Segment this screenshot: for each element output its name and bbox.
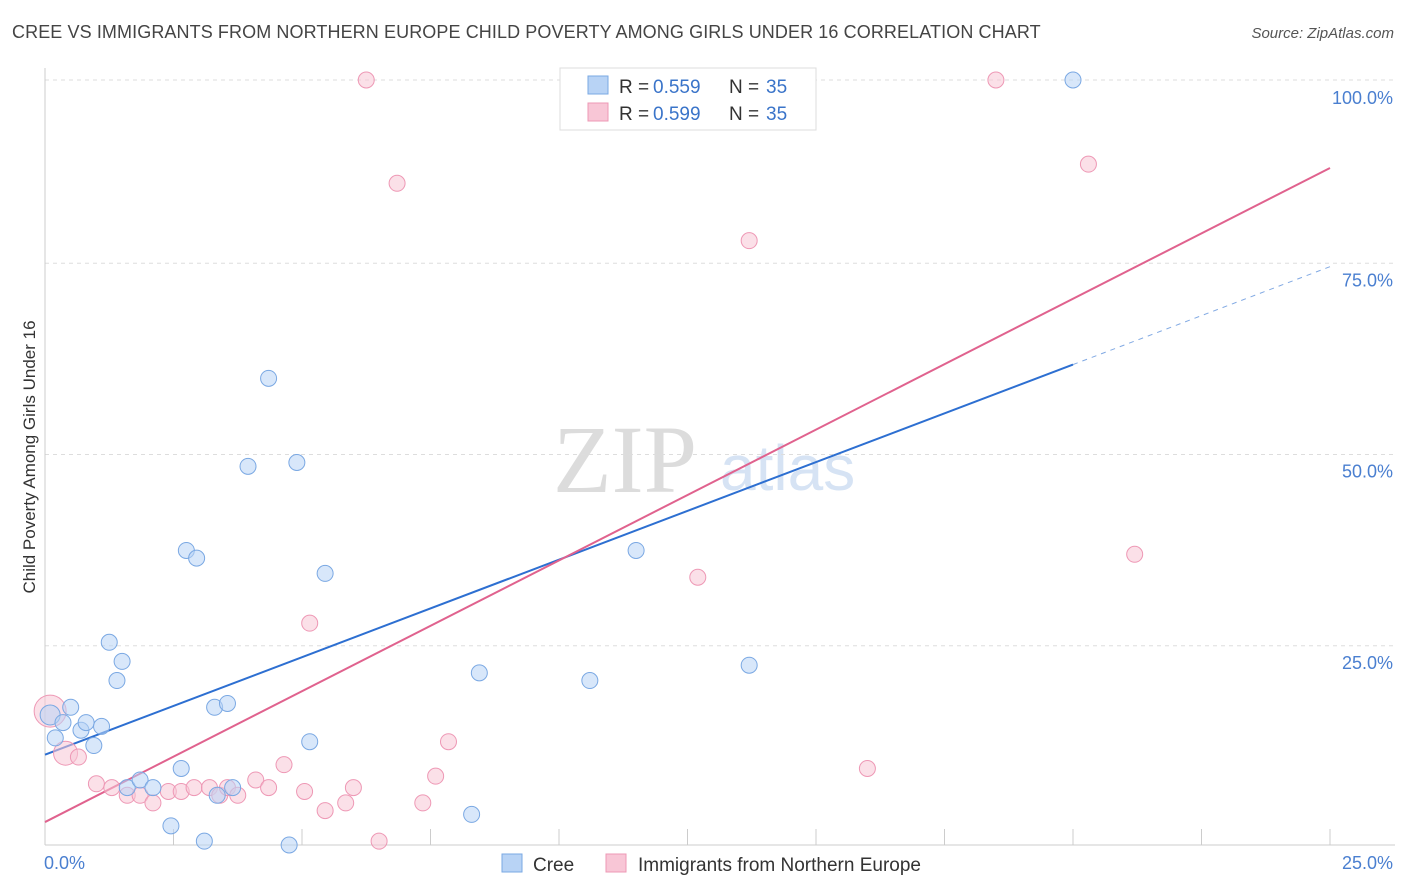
point-ne-20 bbox=[316, 802, 334, 820]
y-tick-label-25: 25.0% bbox=[1342, 653, 1393, 673]
chart-source: Source: ZipAtlas.com bbox=[1251, 25, 1394, 42]
point-ne-26 bbox=[414, 794, 432, 812]
point-ne-17 bbox=[275, 756, 293, 774]
point-cree-3 bbox=[62, 698, 80, 716]
point-ne-19 bbox=[301, 614, 319, 632]
point-cree-13 bbox=[144, 779, 162, 797]
point-cree-6 bbox=[85, 737, 103, 755]
point-ne-18 bbox=[296, 782, 314, 800]
point-ne-25 bbox=[388, 174, 406, 192]
bottom-legend-swatch-ne bbox=[605, 853, 627, 873]
trend-line-cree-extension bbox=[1072, 266, 1331, 366]
point-cree-28 bbox=[316, 564, 334, 582]
point-cree-34 bbox=[1064, 71, 1082, 89]
legend-cree-r-value: 0.559 bbox=[653, 77, 701, 98]
point-cree-25 bbox=[280, 836, 298, 854]
point-cree-20 bbox=[208, 786, 226, 804]
legend-swatch-cree bbox=[587, 75, 609, 95]
point-ne-10 bbox=[185, 779, 203, 797]
legend-cree-r-label: R = bbox=[619, 77, 649, 98]
legend-ne-n-value: 35 bbox=[766, 104, 787, 125]
legend-swatch-ne bbox=[587, 102, 609, 122]
point-ne-15 bbox=[247, 771, 265, 789]
stats-legend: R = 0.559 N = 35 R = 0.599 N = 35 bbox=[559, 67, 817, 131]
point-ne-31 bbox=[740, 232, 758, 250]
point-cree-15 bbox=[172, 760, 190, 777]
point-cree-24 bbox=[260, 369, 278, 387]
point-ne-30 bbox=[689, 568, 707, 586]
point-cree-7 bbox=[93, 717, 111, 735]
point-cree-23 bbox=[239, 457, 257, 475]
point-cree-31 bbox=[581, 672, 599, 690]
point-ne-16 bbox=[260, 779, 278, 797]
point-cree-1 bbox=[46, 729, 64, 747]
y-tick-label-50: 50.0% bbox=[1342, 462, 1393, 482]
legend-ne-r-label: R = bbox=[619, 104, 649, 125]
point-cree-30 bbox=[470, 664, 488, 682]
trend-line-ne bbox=[44, 167, 1331, 823]
point-cree-8 bbox=[100, 633, 118, 651]
point-cree-11 bbox=[118, 779, 136, 797]
point-ne-21 bbox=[337, 794, 355, 812]
legend-ne-r-value: 0.599 bbox=[653, 104, 701, 125]
point-cree-22 bbox=[224, 779, 242, 797]
point-ne-2 bbox=[69, 748, 87, 766]
point-ne-32 bbox=[858, 760, 876, 777]
point-cree-17 bbox=[188, 549, 206, 567]
point-cree-29 bbox=[463, 805, 481, 823]
point-cree-10 bbox=[113, 652, 131, 670]
legend-cree-n-label: N = bbox=[729, 77, 759, 98]
legend-cree-n-value: 35 bbox=[766, 77, 787, 98]
point-ne-22 bbox=[344, 779, 362, 797]
bottom-legend-ne: Immigrants from Northern Europe bbox=[638, 855, 921, 876]
point-cree-33 bbox=[740, 656, 758, 674]
point-ne-3 bbox=[87, 775, 105, 793]
legend-ne-n-label: N = bbox=[729, 104, 759, 125]
data-points bbox=[33, 71, 1144, 854]
trend-lines bbox=[44, 167, 1331, 823]
watermark-zip: ZIP bbox=[553, 406, 697, 513]
point-cree-12 bbox=[131, 771, 149, 789]
chart-title: CREE VS IMMIGRANTS FROM NORTHERN EUROPE … bbox=[12, 22, 1041, 42]
point-ne-35 bbox=[1126, 545, 1144, 563]
point-ne-24 bbox=[370, 832, 388, 850]
point-cree-9 bbox=[108, 672, 126, 690]
y-tick-label-75: 75.0% bbox=[1342, 270, 1393, 290]
bottom-legend-cree: Cree bbox=[533, 855, 574, 876]
series-legend: Cree Immigrants from Northern Europe bbox=[501, 853, 921, 876]
point-cree-5 bbox=[77, 714, 95, 732]
y-tick-label-100: 100.0% bbox=[1332, 88, 1393, 108]
point-ne-7 bbox=[144, 794, 162, 812]
tick-labels: 25.0% 50.0% 75.0% 100.0% 0.0% 25.0% bbox=[44, 88, 1393, 873]
grid bbox=[45, 79, 1395, 647]
x-tick-label-25: 25.0% bbox=[1342, 853, 1393, 873]
point-ne-34 bbox=[1079, 155, 1097, 173]
y-axis-label: Child Poverty Among Girls Under 16 bbox=[20, 320, 39, 593]
point-ne-23 bbox=[357, 71, 375, 89]
point-cree-2 bbox=[54, 714, 72, 732]
point-cree-14 bbox=[162, 817, 180, 835]
point-cree-32 bbox=[627, 541, 645, 559]
point-ne-4 bbox=[103, 779, 121, 797]
point-cree-18 bbox=[195, 832, 213, 850]
x-tick-label-0: 0.0% bbox=[44, 853, 85, 873]
point-ne-27 bbox=[427, 767, 445, 785]
point-cree-26 bbox=[288, 454, 306, 471]
point-cree-27 bbox=[301, 733, 319, 751]
point-ne-33 bbox=[987, 71, 1005, 89]
point-ne-28 bbox=[439, 733, 457, 751]
point-cree-21 bbox=[218, 694, 236, 712]
bottom-legend-swatch-cree bbox=[501, 853, 523, 873]
